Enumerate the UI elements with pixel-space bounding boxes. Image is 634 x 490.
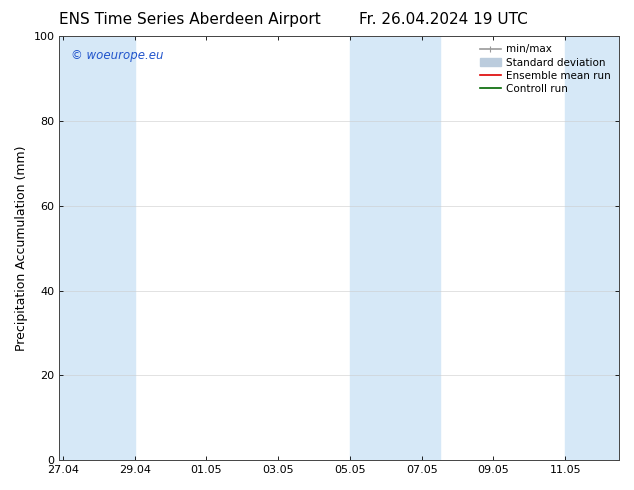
Bar (60, 36, 135, 460)
Text: Fr. 26.04.2024 19 UTC: Fr. 26.04.2024 19 UTC (359, 12, 528, 27)
Bar (350, 36, 439, 460)
Y-axis label: Precipitation Accumulation (mm): Precipitation Accumulation (mm) (15, 146, 28, 351)
Legend: min/max, Standard deviation, Ensemble mean run, Controll run: min/max, Standard deviation, Ensemble me… (477, 41, 614, 97)
Title: ENS Time Series Aberdeen Airport        Fr. 26.04.2024 19 UTC: ENS Time Series Aberdeen Airport Fr. 26.… (0, 489, 1, 490)
Text: ENS Time Series Aberdeen Airport: ENS Time Series Aberdeen Airport (60, 12, 321, 27)
Text: © woeurope.eu: © woeurope.eu (70, 49, 163, 62)
Bar (565, 36, 619, 460)
